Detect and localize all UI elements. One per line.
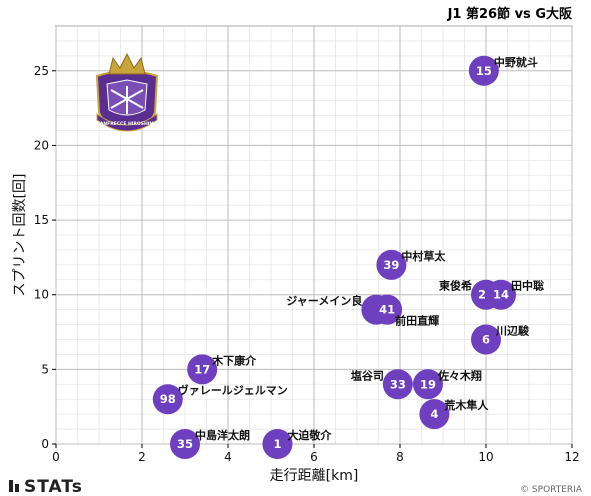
x-tick-label: 2 (138, 450, 146, 464)
point-marker (372, 294, 403, 325)
y-tick-label: 20 (34, 138, 49, 152)
point-player-name: 田中聡 (511, 279, 544, 293)
chart-title: J1 第26節 vs G大阪 (447, 6, 573, 22)
crest-text: SANFRECCE HIROSHIMA (97, 121, 158, 127)
point-number-label: 17 (194, 362, 210, 376)
point-marker (170, 429, 200, 459)
y-tick-label: 5 (41, 362, 49, 376)
y-axis-label: スプリント回数[回] (12, 174, 28, 297)
player-point: 1 大迫敬介 (262, 428, 332, 459)
y-tick-label: 25 (34, 64, 49, 78)
point-number-label: 39 (383, 258, 399, 272)
point-marker (412, 369, 443, 400)
point-number-label: 98 (160, 392, 176, 406)
point-player-name: 荒木隼人 (443, 398, 489, 412)
point-marker (382, 369, 413, 400)
y-tick-label: 10 (34, 288, 49, 302)
x-tick-label: 12 (564, 450, 579, 464)
stats-logo-icon (9, 480, 19, 492)
point-player-name: ヴァレールジェルマン (178, 383, 288, 397)
x-tick-label: 8 (396, 450, 404, 464)
point-player-name: 大迫敬介 (287, 428, 332, 442)
point-player-name: 木下康介 (211, 353, 257, 367)
data-points: 15中野就斗39中村草太24東俊希14田中聡9ジャーメイン良41前田直輝6川辺駿… (152, 55, 544, 459)
point-player-name: 塩谷司 (351, 368, 384, 382)
point-number-label: 15 (476, 64, 492, 78)
point-marker (471, 324, 501, 355)
x-axis-ticks: 0 2 4 6 8 10 12 (52, 444, 580, 464)
point-marker (152, 384, 183, 415)
point-player-name: 中島洋太朗 (195, 428, 250, 442)
x-tick-label: 4 (224, 450, 232, 464)
point-player-name: 佐々木翔 (437, 368, 482, 382)
point-marker (419, 399, 450, 430)
player-point: 4 荒木隼人 (419, 398, 489, 430)
y-tick-label: 15 (34, 213, 49, 227)
point-player-name: 川辺駿 (495, 324, 530, 338)
point-player-name: 中野就斗 (494, 55, 538, 69)
point-number-label: 4 (430, 407, 438, 421)
copyright: © SPORTERIA (520, 485, 583, 495)
y-tick-label: 0 (41, 437, 49, 451)
point-player-name: ジャーメイン良 (286, 294, 362, 308)
point-number-label: 41 (379, 303, 395, 317)
point-number-label: 6 (482, 333, 490, 347)
point-marker (187, 354, 218, 385)
point-number-label: 33 (390, 377, 406, 391)
x-tick-label: 10 (478, 450, 493, 464)
club-crest-logo: SANFRECCE HIROSHIMA (95, 52, 159, 132)
y-axis-ticks: 0 5 10 15 20 25 (34, 64, 56, 451)
point-player-name: 中村草太 (401, 249, 446, 263)
point-marker (486, 279, 517, 310)
point-marker (376, 249, 407, 280)
point-number-label: 1 (273, 437, 281, 451)
player-point: 6 川辺駿 (471, 324, 530, 355)
x-axis-label: 走行距離[km] (270, 467, 359, 484)
player-point: 33 塩谷司 (351, 368, 413, 400)
point-player-name: 前田直輝 (395, 314, 439, 328)
point-number-label: 14 (493, 288, 509, 302)
point-number-label: 19 (420, 377, 436, 391)
stats-brand: STATs (24, 477, 83, 496)
x-tick-label: 0 (52, 450, 60, 464)
point-number-label: 35 (177, 437, 193, 451)
point-player-name: 東俊希 (439, 279, 472, 293)
x-tick-label: 6 (310, 450, 318, 464)
point-marker (262, 429, 293, 459)
point-marker (468, 55, 499, 86)
